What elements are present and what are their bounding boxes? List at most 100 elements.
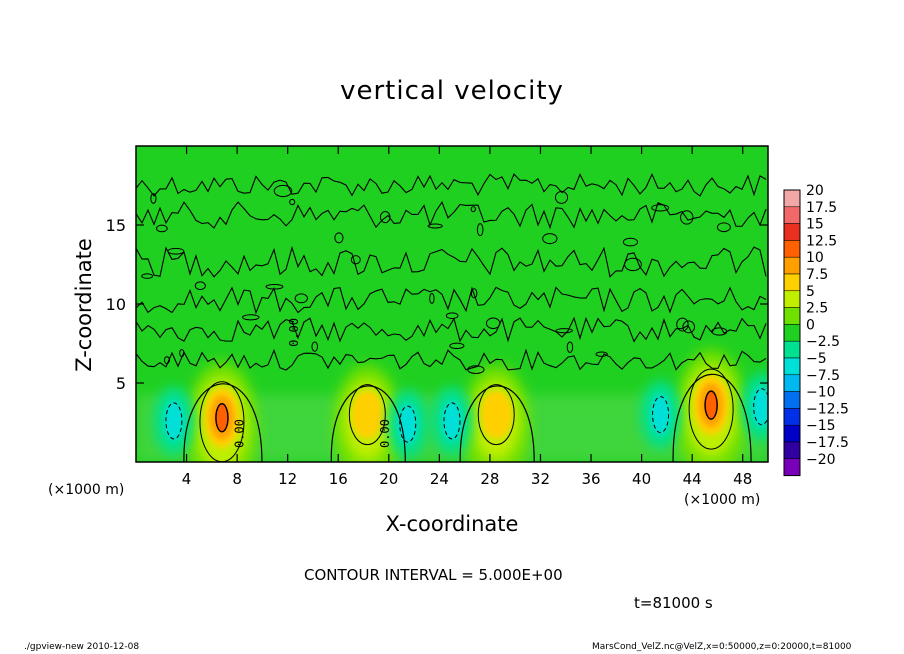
x-tick-label: 44 <box>683 470 702 488</box>
plot-area: 0.00 0.00 0.00 <box>136 146 768 462</box>
colorbar-swatch <box>783 424 801 443</box>
small-contour <box>141 273 154 279</box>
small-contour <box>624 257 642 272</box>
small-contour <box>445 312 459 320</box>
zero-contour-2 <box>136 245 767 278</box>
small-contour <box>194 281 206 291</box>
colorbar: 2017.51512.5107.552.50−2.5−5−7.5−10−12.5… <box>783 183 849 477</box>
contours-layer: 0.00 0.00 0.00 <box>136 172 768 462</box>
small-contour <box>555 328 573 334</box>
small-contour <box>427 223 443 229</box>
colorbar-swatch <box>783 189 801 208</box>
colorbar-label: 2.5 <box>806 301 828 317</box>
small-contour <box>470 288 478 299</box>
small-contour <box>289 198 296 206</box>
contour-interval: CONTOUR INTERVAL = 5.000E+00 <box>304 566 563 584</box>
chart-title: vertical velocity <box>340 76 564 106</box>
colorbar-label: −20 <box>806 452 836 468</box>
small-contour <box>449 342 465 350</box>
small-contour <box>711 327 728 336</box>
colorbar-swatch <box>783 290 801 308</box>
colorbar-swatch <box>783 458 801 476</box>
colorbar-swatch <box>783 273 801 292</box>
colorbar-label: 17.5 <box>806 200 837 216</box>
colorbar-label: −17.5 <box>806 435 849 451</box>
small-contour <box>334 232 344 244</box>
colorbar-swatch <box>783 240 801 258</box>
colorbar-label: 7.5 <box>806 267 828 283</box>
x-tick-label: 40 <box>632 470 651 488</box>
small-contour <box>467 365 485 375</box>
x-unit-label-left: (×1000 m) <box>48 482 125 498</box>
y-axis-label: Z-coordinate <box>72 238 96 372</box>
colorbar-swatch <box>783 324 801 342</box>
colorbar-swatch <box>783 256 801 275</box>
small-contour <box>163 356 170 364</box>
colorbar-swatch <box>783 223 801 241</box>
colorbar-label: −2.5 <box>806 334 840 350</box>
colorbar-swatch <box>783 340 801 359</box>
downdraft-7 <box>640 380 681 449</box>
colorbar-swatch <box>783 206 801 224</box>
small-contour <box>294 293 308 304</box>
x-tick-label: 32 <box>531 470 550 488</box>
small-contour <box>242 314 260 321</box>
x-tick-label: 48 <box>733 470 752 488</box>
small-contour <box>179 348 185 358</box>
x-tick-label: 24 <box>430 470 449 488</box>
y-tick-label: 5 <box>116 374 126 393</box>
updraft-2 <box>462 364 531 462</box>
updraft-0 <box>185 361 258 462</box>
small-contour <box>273 184 293 198</box>
small-contour <box>150 193 157 204</box>
colorbar-swatch <box>783 441 801 460</box>
colorbar-label: 15 <box>806 217 824 233</box>
zero-contour-5 <box>136 348 767 371</box>
small-contour <box>566 341 574 353</box>
y-tick-label: 15 <box>106 216 126 235</box>
contour-label-2: 0.00 <box>287 318 301 347</box>
colorbar-label: −5 <box>806 351 827 367</box>
colorbar-label: −15 <box>806 418 836 434</box>
updraft-1 <box>333 364 402 462</box>
small-contour <box>470 206 476 213</box>
colorbar-frame <box>783 189 801 477</box>
small-contour <box>554 191 569 204</box>
footer-left: ./gpview-new 2010-12-08 <box>24 642 140 652</box>
small-contour <box>716 222 731 233</box>
small-contour <box>622 237 638 247</box>
small-contour <box>680 210 694 225</box>
x-tick-label: 4 <box>182 470 192 488</box>
x-tick-label: 16 <box>329 470 348 488</box>
small-contour <box>542 233 558 245</box>
small-contour <box>676 317 689 332</box>
colorbar-label: 12.5 <box>806 233 837 249</box>
zero-contour-1 <box>136 201 767 230</box>
colorbar-label: −12.5 <box>806 401 849 417</box>
y-tick-label: 10 <box>106 295 126 314</box>
contour-label-0: 0.00 <box>232 419 246 448</box>
small-contour <box>485 317 501 330</box>
small-contour <box>595 351 608 357</box>
colorbar-swatch <box>783 408 801 426</box>
small-contour <box>350 255 361 265</box>
colorbar-label: 0 <box>806 317 815 333</box>
small-contour <box>155 224 168 233</box>
colorbar-swatch <box>783 307 801 325</box>
small-contour <box>265 283 284 290</box>
colorbar-label: −10 <box>806 385 836 401</box>
contour-label-1: 0.00 <box>378 419 392 448</box>
x-tick-label: 8 <box>232 470 242 488</box>
small-contour <box>167 247 185 255</box>
colorbar-label: 20 <box>806 183 824 199</box>
x-tick-label: 36 <box>581 470 600 488</box>
colorbar-swatch <box>783 357 801 376</box>
x-tick-label: 20 <box>379 470 398 488</box>
colorbar-swatch <box>783 391 801 409</box>
downdraft-4 <box>153 386 194 455</box>
time-stamp: t=81000 s <box>634 594 713 612</box>
small-contour <box>682 320 696 334</box>
zero-contour-3 <box>136 286 767 315</box>
colorbar-label: −7.5 <box>806 368 840 384</box>
